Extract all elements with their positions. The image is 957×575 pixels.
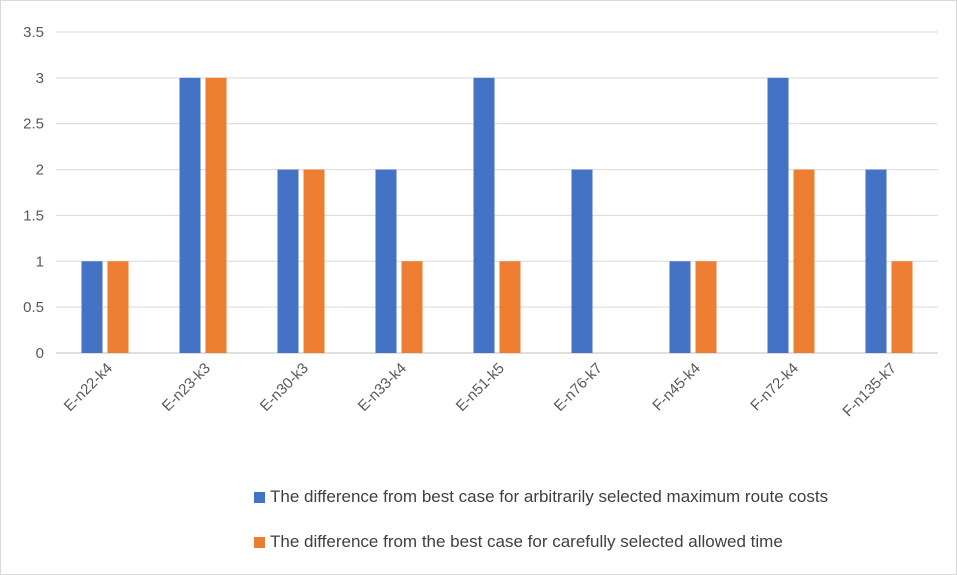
y-axis-ticks: 0 0.5 1 1.5 2 2.5 3 3.5 [23,24,44,362]
x-tick-label: E-n23-k3 [159,360,214,415]
bar-series-2 [793,169,815,353]
x-tick-label: F-n135-k7 [839,360,899,420]
legend-item-series-1: The difference from best case for arbitr… [254,487,828,507]
x-tick-label: F-n45-k4 [649,360,703,414]
legend-label-series-1: The difference from best case for arbitr… [270,487,829,506]
bar-series-2 [107,261,129,353]
x-tick-label: E-n30-k3 [257,360,312,415]
x-tick-label: F-n72-k4 [747,360,801,414]
bar-series-2 [303,169,325,353]
x-tick-label: E-n51-k5 [453,360,508,415]
bar-series-1 [865,169,887,353]
y-tick-label: 1.5 [23,207,44,224]
bar-series-2 [499,261,521,353]
legend-swatch-series-2 [254,536,265,548]
x-tick-label: E-n22-k4 [61,360,116,415]
bar-series-1 [375,169,397,353]
bar-series-2 [695,261,717,353]
x-tick-label: E-n33-k4 [355,360,410,415]
bar-series-2 [891,261,913,353]
y-tick-label: 0.5 [23,299,44,316]
y-tick-label: 1 [36,253,44,270]
bar-series-1 [669,261,691,353]
y-tick-label: 3 [36,70,44,87]
bar-series-1 [277,169,299,353]
bar-series-2 [205,77,227,353]
gridlines [56,31,938,354]
bar-series-1 [473,77,495,353]
bars [81,77,913,353]
y-tick-label: 2.5 [23,116,44,133]
legend-label-series-2: The difference from the best case for ca… [270,532,783,551]
y-tick-label: 3.5 [23,24,44,41]
legend-item-series-2: The difference from the best case for ca… [254,532,783,552]
bar-series-1 [571,169,593,353]
bar-series-1 [179,77,201,353]
bar-series-2 [401,261,423,353]
bar-series-1 [81,261,103,353]
legend-swatch-series-1 [254,491,265,503]
y-tick-label: 0 [36,345,44,362]
x-tick-label: E-n76-k7 [551,360,606,415]
bar-series-1 [767,77,789,353]
y-tick-label: 2 [36,162,44,179]
x-axis-ticks: E-n22-k4 E-n23-k3 E-n30-k3 E-n33-k4 E-n51-k5… [61,360,900,420]
